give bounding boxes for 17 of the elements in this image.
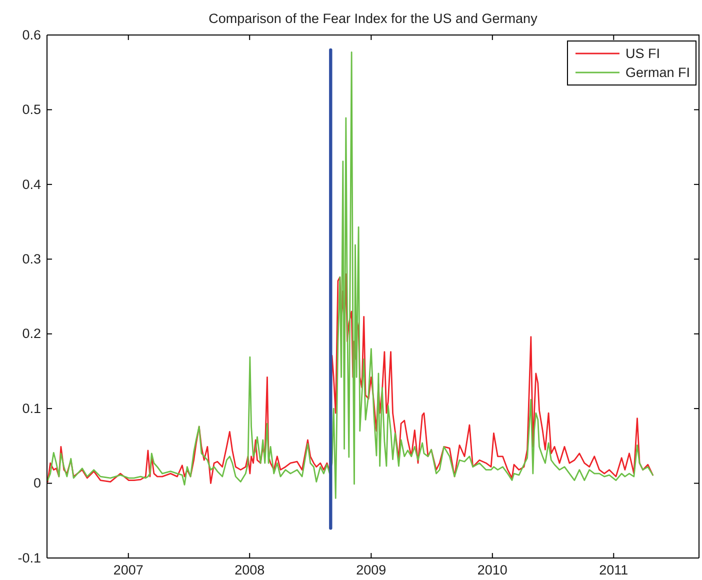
legend-label: German FI [625,65,690,80]
y-tick-label: 0.2 [22,326,41,342]
line-series [46,273,654,484]
y-tick-label: 0.6 [22,27,41,42]
legend-label: US FI [625,46,660,61]
y-tick-label: 0.1 [22,400,41,416]
chart-title: Comparison of the Fear Index for the US and Germany [208,11,538,26]
y-tick-label: -0.1 [18,550,41,566]
y-tick-label: 0.3 [22,251,41,266]
y-tick-label: 0 [33,476,41,491]
x-tick-label: 2010 [477,562,508,578]
x-tick-label: 2009 [356,562,386,578]
x-tick-label: 2008 [234,562,265,578]
x-tick-label: 2011 [599,562,628,578]
y-tick-label: 0.4 [22,176,42,192]
y-tick-label: 0.5 [22,102,41,118]
x-tick-label: 2007 [113,562,144,578]
